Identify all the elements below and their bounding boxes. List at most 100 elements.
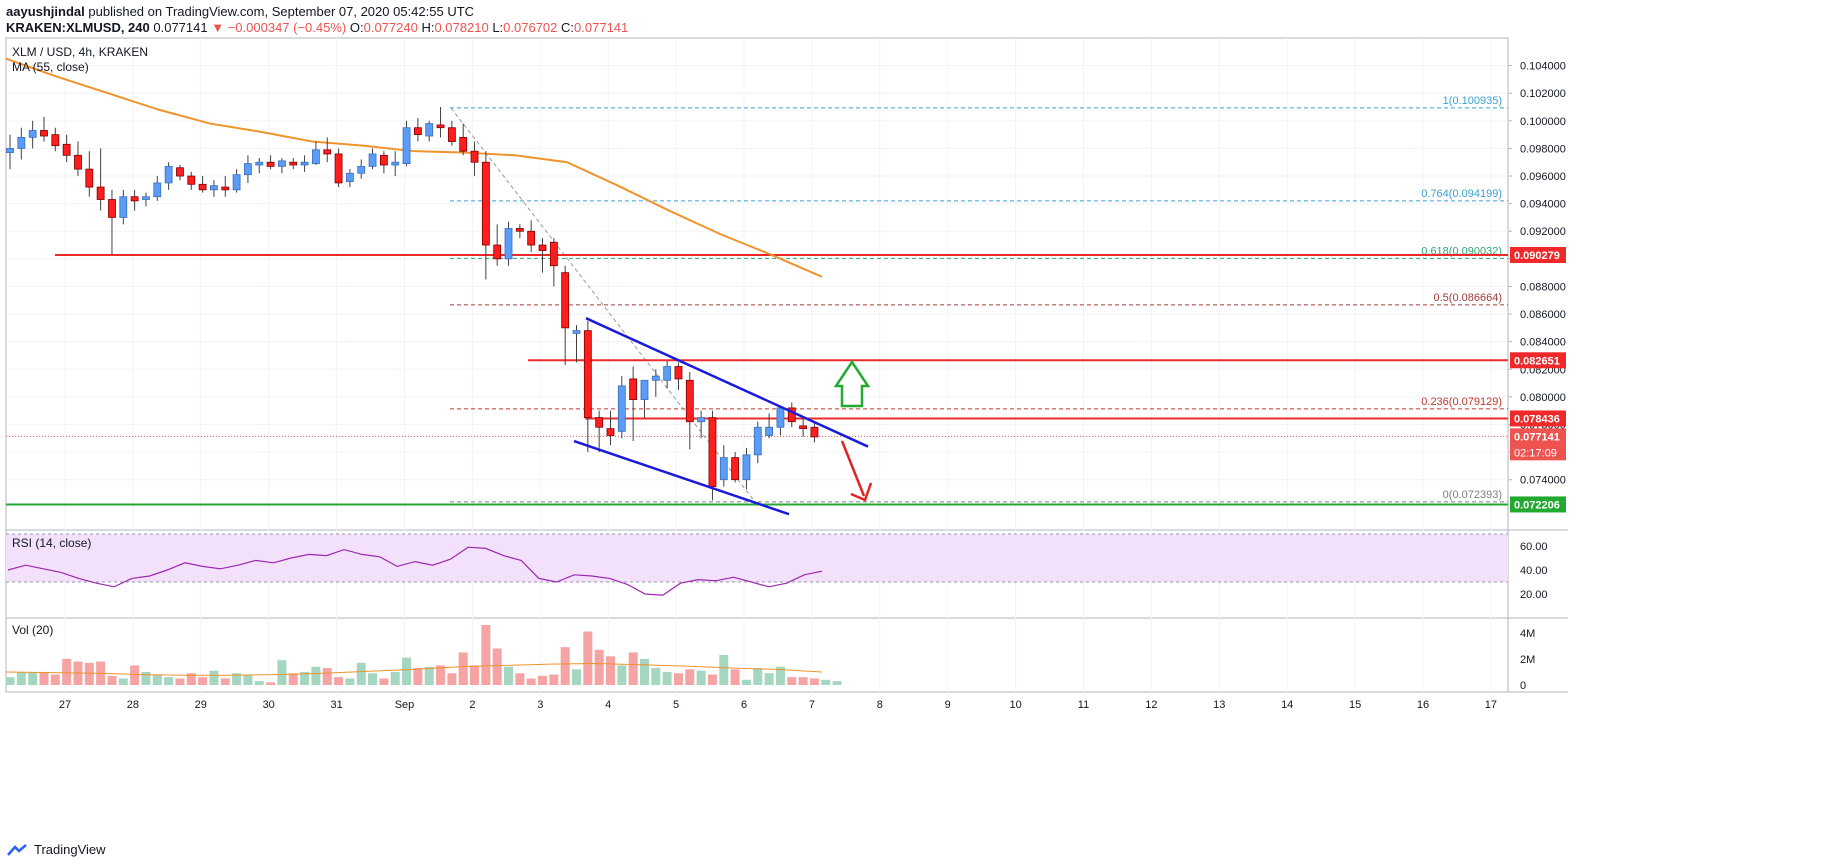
candle-down: [549, 241, 558, 267]
candle-up: [142, 196, 150, 200]
volume-bar: [447, 673, 457, 685]
candle-up: [753, 426, 762, 456]
volume-bar: [821, 679, 831, 685]
candle-up: [765, 426, 774, 436]
volume-bar: [492, 648, 502, 685]
high-value: 0.078210: [434, 20, 489, 35]
up-arrow-icon: [833, 359, 871, 408]
candle-down: [493, 244, 502, 260]
y-tick-label: 0.074000: [1520, 475, 1566, 487]
ohlc-line: KRAKEN:XLMUSD, 240 0.077141 ▼ −0.000347 …: [6, 20, 628, 35]
open-label: O:: [349, 20, 364, 35]
candle-up: [368, 153, 377, 167]
candle-up: [312, 149, 320, 165]
candle-up: [17, 136, 26, 149]
level-price-tag: [1510, 410, 1566, 427]
volume-bar: [730, 669, 740, 685]
volume-bar: [130, 665, 140, 685]
volume-bar: [707, 674, 717, 685]
plot-frame: [5, 37, 1509, 693]
volume-bar: [515, 673, 525, 685]
volume-bar: [220, 678, 230, 685]
volume-bar: [470, 665, 480, 685]
rsi-label: RSI (14, close): [12, 536, 91, 550]
rsi-line: [7, 546, 823, 596]
x-tick-label: 3: [537, 699, 543, 711]
volume-bar: [481, 625, 491, 685]
fib-label: 0.764(0.094199): [1421, 188, 1502, 200]
candle-down: [221, 186, 230, 191]
volume-bar: [639, 658, 649, 685]
y-tick-label: 0.096000: [1520, 171, 1566, 183]
candle-up: [345, 172, 354, 182]
publish-info: published on TradingView.com, September …: [88, 4, 475, 19]
volume-bar: [526, 678, 536, 685]
candle-down: [470, 150, 479, 163]
x-tick-label: 28: [127, 699, 139, 711]
candle-up: [742, 454, 751, 481]
volume-bar: [583, 631, 593, 685]
level-price-label: 0.072206: [1514, 499, 1560, 511]
candle-down: [85, 168, 94, 188]
y-tick-label: 0.102000: [1520, 88, 1566, 100]
chart-title: XLM / USD, 4h, KRAKEN: [12, 45, 148, 59]
y-tick-label: 0.094000: [1520, 199, 1566, 211]
level-price-tag: [1510, 496, 1566, 513]
candle-up: [255, 161, 264, 166]
candle-down: [130, 196, 139, 202]
candle-up: [572, 330, 581, 334]
candle-down: [583, 330, 592, 418]
candle-up: [504, 228, 513, 260]
x-tick-label: 7: [809, 699, 815, 711]
level-price-tag: [1510, 352, 1566, 369]
volume-bar: [594, 649, 604, 685]
volume-bar: [300, 671, 310, 685]
volume-bar: [538, 675, 548, 685]
vol-tick-label: 2M: [1520, 654, 1535, 666]
volume-bar: [809, 678, 819, 685]
tradingview-brand[interactable]: TradingView: [6, 842, 106, 857]
open-value: 0.077240: [363, 20, 418, 35]
volume-bar: [175, 678, 185, 685]
rsi-tick-label: 20.00: [1520, 589, 1548, 601]
volume-bar: [390, 671, 400, 685]
volume-label: Vol (20): [12, 623, 53, 637]
volume-bar: [107, 675, 117, 685]
candle-down: [108, 199, 116, 218]
candle-up: [640, 379, 649, 401]
author-name[interactable]: aayushjindal: [6, 4, 85, 19]
volume-bar: [685, 669, 695, 685]
candle-up: [244, 163, 252, 176]
candle-down: [515, 228, 524, 232]
rsi-tick-label: 60.00: [1520, 541, 1548, 553]
x-tick-label: 15: [1349, 699, 1361, 711]
level-price-tag: [1510, 246, 1566, 263]
volume-bar: [368, 673, 378, 685]
x-tick-label: 29: [195, 699, 207, 711]
tradingview-logo-icon: [7, 843, 27, 856]
candle-down: [74, 154, 82, 170]
y-tick-label: 0.088000: [1520, 281, 1566, 293]
volume-bar: [662, 671, 672, 685]
candle-up: [425, 123, 434, 137]
y-tick-label: 0.084000: [1520, 337, 1566, 349]
x-tick-label: 8: [877, 699, 883, 711]
candle-down: [198, 183, 207, 191]
x-tick-label: 2: [469, 699, 475, 711]
candle-down: [436, 124, 445, 129]
volume-bar: [832, 681, 842, 685]
candle-down: [629, 378, 638, 401]
last-price-tag: [1510, 428, 1566, 461]
x-tick-label: 6: [741, 699, 747, 711]
x-tick-label: 31: [330, 699, 342, 711]
volume-bar: [605, 656, 615, 685]
volume-bar: [164, 677, 174, 685]
candle-down: [606, 428, 615, 436]
candle-down: [289, 161, 298, 166]
y-tick-label: 0.100000: [1520, 116, 1566, 128]
x-tick-label: 9: [945, 699, 951, 711]
candle-down: [731, 457, 740, 481]
price-change: ▼ −0.000347 (−0.45%): [211, 20, 347, 35]
y-tick-label: 0.086000: [1520, 309, 1566, 321]
